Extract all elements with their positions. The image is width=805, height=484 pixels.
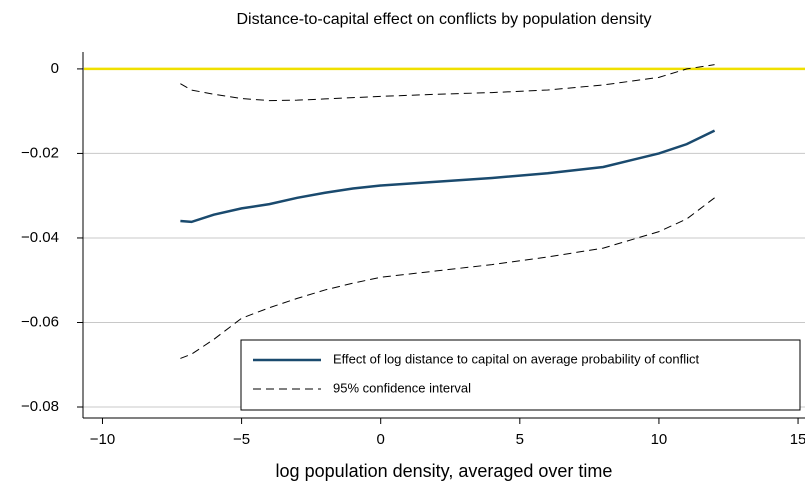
x-tick-label: −10 [90,431,115,448]
legend-label: Effect of log distance to capital on ave… [333,351,700,366]
x-tick-label: 10 [651,431,668,448]
ci-line [180,197,715,359]
chart-title: Distance-to-capital effect on conflicts … [236,11,651,28]
x-tick-label: 0 [377,431,385,448]
x-tick-label: −5 [233,431,250,448]
y-tick-label: −0.02 [21,144,59,161]
ci-line [180,64,715,102]
effect-line [180,129,716,224]
x-axis-label: log population density, averaged over ti… [276,461,613,481]
y-tick-label: −0.06 [21,313,59,330]
x-tick-label: 5 [516,431,524,448]
y-tick-label: −0.08 [21,398,59,415]
y-tick-label: −0.04 [21,229,59,246]
legend-box [240,339,801,411]
y-tick-label: 0 [51,60,59,77]
x-tick-label: 15 [790,431,805,448]
legend-label: 95% confidence interval [333,380,471,395]
